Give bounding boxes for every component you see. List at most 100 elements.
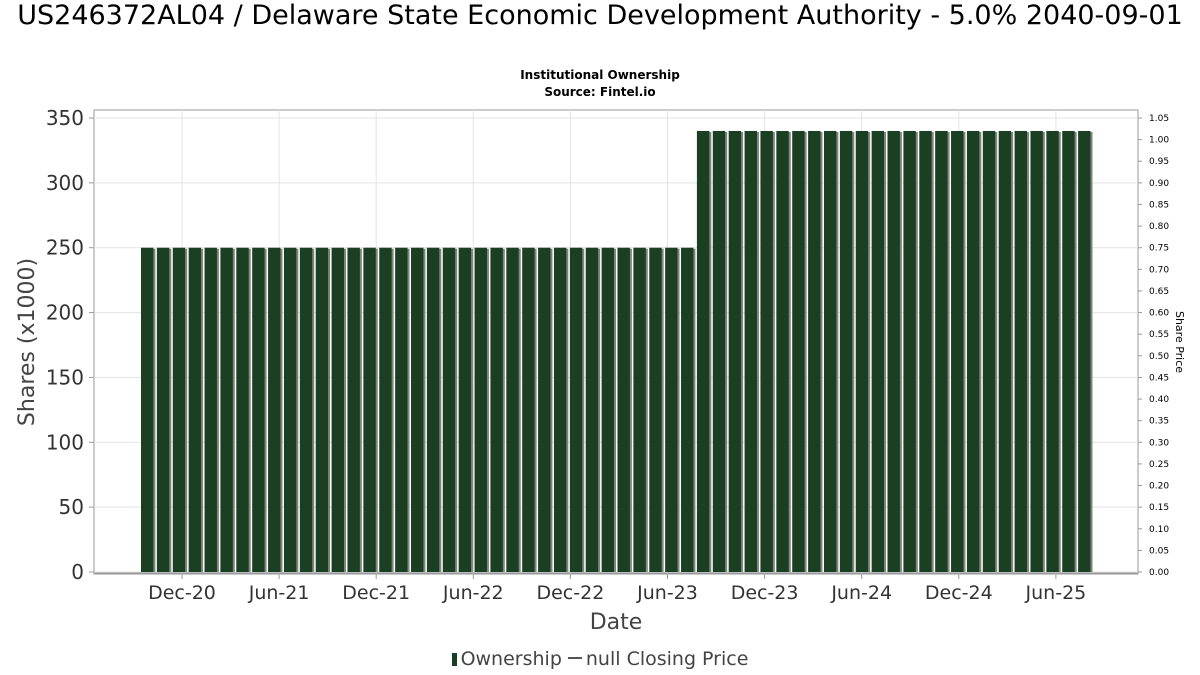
y2-tick-label: 0.45 xyxy=(1149,373,1169,383)
ownership-bar xyxy=(379,247,392,572)
ownership-bar xyxy=(172,247,186,572)
y2-tick-label: 0.40 xyxy=(1149,395,1169,405)
ownership-bar xyxy=(1046,130,1059,572)
ownership-bar xyxy=(1014,130,1027,572)
ownership-bar xyxy=(633,247,646,572)
ownership-bar xyxy=(283,247,297,572)
ownership-chart: 0 50 100 150 200 250 300 350 0.00 0.05 0.10 0.15 0.2… xyxy=(15,106,1186,635)
x-tick-label: Jun-24 xyxy=(830,582,892,604)
y-tick-label: 300 xyxy=(46,171,84,195)
ownership-bar xyxy=(998,130,1012,572)
ownership-bar xyxy=(331,247,344,572)
y-tick-label: 200 xyxy=(46,301,84,325)
y2-tick-label: 1.00 xyxy=(1149,136,1169,146)
legend-ownership-swatch xyxy=(451,653,457,666)
ownership-bar xyxy=(553,247,567,572)
chart-title: US246372AL04 / Delaware State Economic D… xyxy=(17,0,1183,31)
ownership-bar xyxy=(808,130,821,572)
ownership-bar xyxy=(204,247,217,572)
ownership-bar xyxy=(569,247,583,572)
ownership-bar xyxy=(776,130,789,572)
y2-tick-label: 0.30 xyxy=(1149,438,1169,448)
legend-ownership-label: Ownership xyxy=(460,648,562,670)
ownership-bar xyxy=(903,130,916,572)
ownership-bar xyxy=(966,130,980,572)
x-tick-label: Dec-23 xyxy=(731,582,799,604)
legend-price-label: null Closing Price xyxy=(585,648,749,670)
y2-tick-label: 0.90 xyxy=(1149,179,1169,189)
ownership-bar xyxy=(1078,130,1091,572)
ownership-bar xyxy=(792,130,805,572)
y2-tick-label: 0.55 xyxy=(1149,330,1169,340)
y2-tick-label: 0.50 xyxy=(1149,352,1169,362)
ownership-bar xyxy=(855,130,869,572)
legend-price-swatch xyxy=(567,657,582,659)
ownership-bar xyxy=(188,247,202,572)
x-tick-label: Dec-22 xyxy=(536,582,604,604)
x-tick-label: Jun-25 xyxy=(1025,582,1087,604)
y2-tick-label: 0.80 xyxy=(1149,222,1169,232)
ownership-bar xyxy=(951,130,964,572)
y2-tick-label: 0.95 xyxy=(1149,157,1169,167)
ownership-bar xyxy=(156,247,170,572)
ownership-bar xyxy=(236,247,249,572)
ownership-bar xyxy=(617,247,630,572)
y-tick-label: 150 xyxy=(46,365,84,389)
y2-tick-label: 0.70 xyxy=(1149,265,1169,275)
ownership-bar xyxy=(141,247,154,572)
x-tick-label: Jun-22 xyxy=(442,582,504,604)
y-axis-label: Shares (x1000) xyxy=(15,258,40,426)
y2-tick-label: 0.75 xyxy=(1149,244,1169,254)
ownership-bar xyxy=(252,247,265,572)
ownership-bar xyxy=(299,247,313,572)
ownership-bar xyxy=(696,130,710,572)
ownership-bar xyxy=(315,247,329,572)
ownership-bar xyxy=(411,247,424,572)
bars xyxy=(141,130,1093,572)
ownership-bar xyxy=(935,130,948,572)
y2-tick-label: 0.60 xyxy=(1149,309,1169,319)
y-tick-label: 100 xyxy=(46,430,84,454)
axes: 0 50 100 150 200 250 300 350 0.00 0.05 0.10 0.15 0.2… xyxy=(46,106,1170,604)
ownership-bar xyxy=(268,247,281,572)
legend: Ownership null Closing Price xyxy=(0,648,1200,670)
ownership-bar xyxy=(982,130,996,572)
ownership-bar xyxy=(601,247,614,572)
ownership-bar xyxy=(839,130,853,572)
ownership-bar xyxy=(887,130,900,572)
ownership-bar xyxy=(665,247,678,572)
y2-tick-label: 0.15 xyxy=(1149,503,1169,513)
ownership-bar xyxy=(760,130,773,572)
y2-tick-label: 1.05 xyxy=(1149,114,1169,124)
ownership-bar xyxy=(728,130,742,572)
y2-tick-label: 0.65 xyxy=(1149,287,1169,297)
ownership-bar xyxy=(220,247,233,572)
x-tick-label: Jun-21 xyxy=(248,582,310,604)
ownership-bar xyxy=(426,247,440,572)
y2-tick-label: 0.25 xyxy=(1149,460,1169,470)
y-tick-label: 250 xyxy=(46,236,84,260)
ownership-bar xyxy=(1062,130,1075,572)
ownership-bar xyxy=(458,247,472,572)
y-tick-label: 350 xyxy=(46,106,84,130)
x-axis-label: Date xyxy=(590,610,643,635)
ownership-bar xyxy=(363,247,376,572)
y-tick-label: 0 xyxy=(71,560,84,584)
y2-tick-label: 0.05 xyxy=(1149,546,1169,556)
ownership-bar xyxy=(712,130,726,572)
y2-tick-label: 0.85 xyxy=(1149,200,1169,210)
x-tick-label: Dec-24 xyxy=(925,582,993,604)
y2-tick-label: 0.20 xyxy=(1149,482,1169,492)
ownership-bar xyxy=(490,247,503,572)
ownership-bar xyxy=(347,247,360,572)
ownership-bar xyxy=(506,247,519,572)
ownership-bar xyxy=(474,247,487,572)
ownership-bar xyxy=(585,247,599,572)
ownership-bar xyxy=(871,130,885,572)
y2-tick-label: 0.10 xyxy=(1149,525,1169,535)
ownership-bar xyxy=(522,247,535,572)
x-tick-label: Jun-23 xyxy=(636,582,698,604)
chart-subtitle: Institutional Ownership xyxy=(520,68,680,82)
ownership-bar xyxy=(744,130,757,572)
x-tick-label: Dec-20 xyxy=(148,582,216,604)
